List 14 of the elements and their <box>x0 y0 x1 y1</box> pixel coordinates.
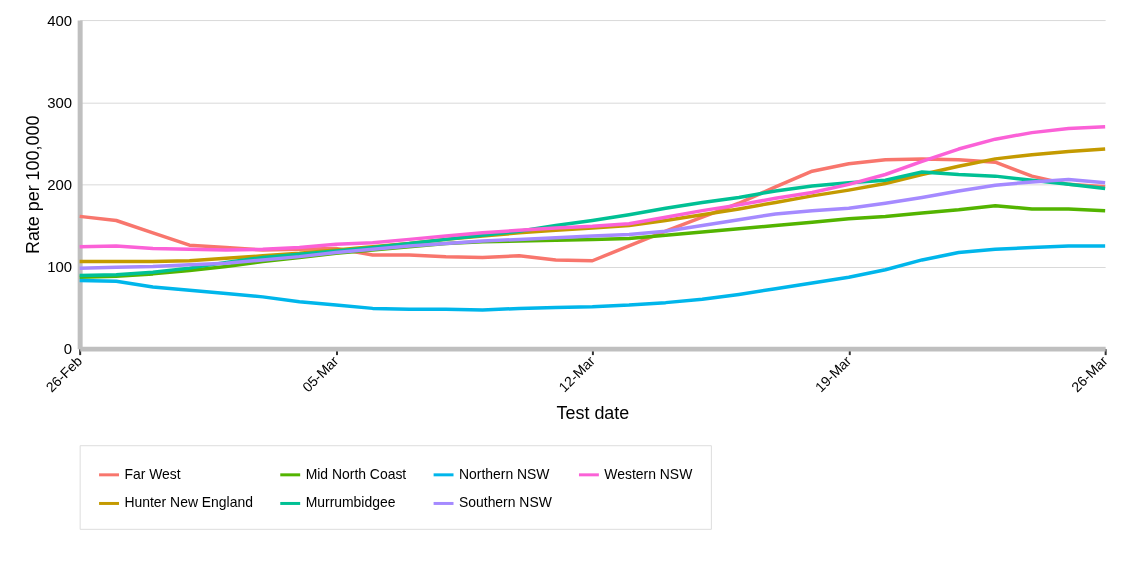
y-tick-label: 400 <box>47 11 73 29</box>
x-axis-title: Test date <box>556 403 630 424</box>
y-tick-label: 200 <box>47 175 73 193</box>
legend-label: Far West <box>124 465 181 482</box>
y-tick-label: 300 <box>47 93 73 111</box>
legend-label: Mid North Coast <box>305 465 407 482</box>
y-axis-title: Rate per 100,000 <box>23 115 44 255</box>
legend-label: Hunter New England <box>124 494 253 511</box>
legend-label: Northern NSW <box>458 465 551 482</box>
y-tick-label: 100 <box>47 257 73 275</box>
y-tick-label: 0 <box>63 340 73 358</box>
legend-label: Southern NSW <box>458 494 553 511</box>
legend-label: Western NSW <box>604 465 694 482</box>
legend-label: Murrumbidgee <box>305 494 396 511</box>
